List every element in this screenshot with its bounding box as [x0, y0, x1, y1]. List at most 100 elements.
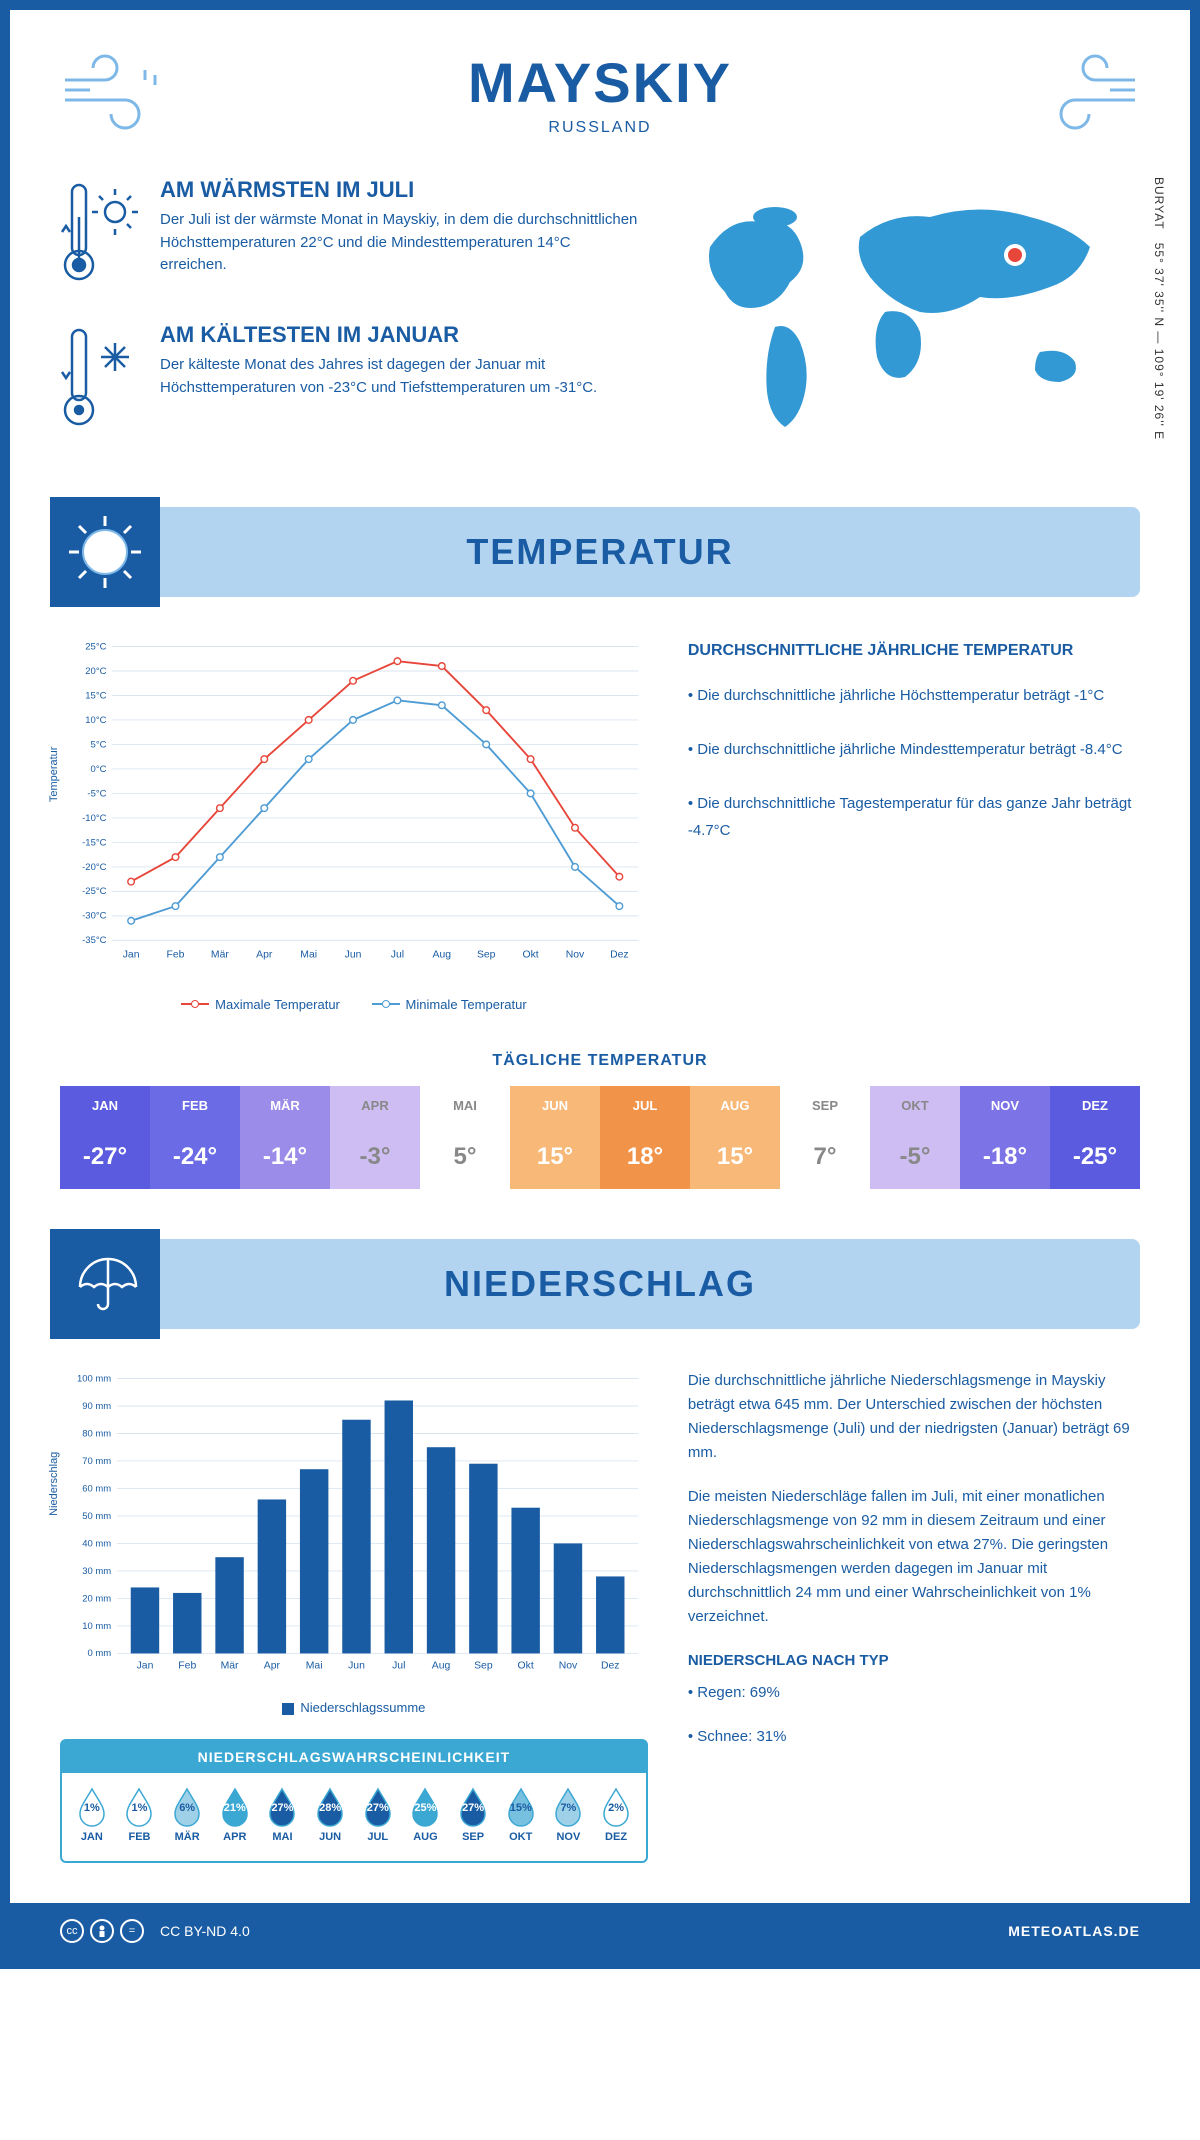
svg-text:70 mm: 70 mm	[82, 1456, 111, 1467]
svg-text:Jun: Jun	[348, 1660, 365, 1671]
svg-text:Jan: Jan	[137, 1660, 154, 1671]
daily-cell: MAI5°	[420, 1086, 510, 1189]
svg-text:Jul: Jul	[392, 1660, 405, 1671]
svg-text:0°C: 0°C	[91, 764, 107, 775]
svg-text:Nov: Nov	[566, 949, 585, 960]
coordinates: BURYAT 55° 37' 35'' N — 109° 19' 26'' E	[1152, 177, 1166, 440]
svg-text:Dez: Dez	[610, 949, 629, 960]
prob-item: 7%NOV	[545, 1787, 593, 1843]
svg-text:60 mm: 60 mm	[82, 1483, 111, 1494]
svg-text:Sep: Sep	[474, 1660, 493, 1671]
prob-item: 21%APR	[211, 1787, 259, 1843]
svg-text:-30°C: -30°C	[82, 911, 106, 922]
header: MAYSKIY RUSSLAND	[60, 50, 1140, 137]
coldest-block: AM KÄLTESTEN IM JANUAR Der kälteste Mona…	[60, 322, 640, 437]
svg-text:Feb: Feb	[167, 949, 185, 960]
footer: cc = CC BY-ND 4.0 METEOATLAS.DE	[10, 1903, 1190, 1959]
prob-item: 6%MÄR	[163, 1787, 211, 1843]
svg-text:80 mm: 80 mm	[82, 1428, 111, 1439]
prob-item: 1%JAN	[68, 1787, 116, 1843]
site-name: METEOATLAS.DE	[1008, 1923, 1140, 1939]
svg-text:Mai: Mai	[306, 1660, 323, 1671]
svg-text:10°C: 10°C	[85, 715, 106, 726]
svg-text:Dez: Dez	[601, 1660, 620, 1671]
svg-text:Apr: Apr	[264, 1660, 281, 1671]
page-subtitle: RUSSLAND	[60, 119, 1140, 137]
coldest-title: AM KÄLTESTEN IM JANUAR	[160, 322, 640, 348]
wind-icon	[60, 50, 180, 130]
svg-text:Okt: Okt	[523, 949, 539, 960]
temp-description: DURCHSCHNITTLICHE JÄHRLICHE TEMPERATUR •…	[688, 637, 1140, 1012]
svg-text:90 mm: 90 mm	[82, 1401, 111, 1412]
cc-nd-icon: =	[120, 1919, 144, 1943]
daily-cell: DEZ-25°	[1050, 1086, 1140, 1189]
prob-item: 28%JUN	[306, 1787, 354, 1843]
sun-icon	[50, 497, 160, 607]
prob-item: 1%FEB	[116, 1787, 164, 1843]
precip-title: NIEDERSCHLAG	[444, 1263, 756, 1305]
svg-text:-20°C: -20°C	[82, 862, 106, 873]
umbrella-icon	[50, 1229, 160, 1339]
daily-cell: AUG15°	[690, 1086, 780, 1189]
daily-temp-title: TÄGLICHE TEMPERATUR	[60, 1052, 1140, 1070]
daily-temp-table: JAN-27°FEB-24°MÄR-14°APR-3°MAI5°JUN15°JU…	[60, 1086, 1140, 1189]
temp-section-header: TEMPERATUR	[60, 507, 1140, 597]
svg-text:-15°C: -15°C	[82, 837, 106, 848]
precip-description: Die durchschnittliche jährliche Niedersc…	[688, 1369, 1140, 1863]
warmest-text: Der Juli ist der wärmste Monat in Mayski…	[160, 209, 640, 277]
svg-text:15°C: 15°C	[85, 690, 106, 701]
cc-by-icon	[90, 1919, 114, 1943]
svg-text:20°C: 20°C	[85, 666, 106, 677]
svg-text:Mai: Mai	[300, 949, 317, 960]
svg-text:Aug: Aug	[432, 1660, 451, 1671]
probability-box: NIEDERSCHLAGSWAHRSCHEINLICHKEIT 1%JAN1%F…	[60, 1739, 648, 1863]
precip-section-header: NIEDERSCHLAG	[60, 1239, 1140, 1329]
svg-text:Nov: Nov	[559, 1660, 578, 1671]
svg-text:100 mm: 100 mm	[77, 1373, 111, 1384]
daily-cell: MÄR-14°	[240, 1086, 330, 1189]
wind-icon	[1020, 50, 1140, 130]
svg-text:Sep: Sep	[477, 949, 496, 960]
daily-cell: JUL18°	[600, 1086, 690, 1189]
svg-text:Feb: Feb	[178, 1660, 196, 1671]
coldest-text: Der kälteste Monat des Jahres ist dagege…	[160, 354, 640, 399]
svg-text:30 mm: 30 mm	[82, 1566, 111, 1577]
prob-item: 27%SEP	[449, 1787, 497, 1843]
warmest-title: AM WÄRMSTEN IM JULI	[160, 177, 640, 203]
svg-text:-35°C: -35°C	[82, 935, 106, 946]
svg-text:0 mm: 0 mm	[88, 1648, 112, 1659]
svg-text:Mär: Mär	[211, 949, 229, 960]
svg-text:25°C: 25°C	[85, 641, 106, 652]
svg-text:Mär: Mär	[221, 1660, 239, 1671]
temperature-chart: Temperatur -35°C-30°C-25°C-20°C-15°C-10°…	[60, 637, 648, 1012]
svg-text:-25°C: -25°C	[82, 886, 106, 897]
daily-cell: NOV-18°	[960, 1086, 1050, 1189]
svg-text:Jul: Jul	[391, 949, 404, 960]
svg-text:50 mm: 50 mm	[82, 1511, 111, 1522]
svg-text:Apr: Apr	[256, 949, 273, 960]
license-text: CC BY-ND 4.0	[160, 1923, 250, 1939]
svg-text:20 mm: 20 mm	[82, 1593, 111, 1604]
prob-item: 27%MAI	[259, 1787, 307, 1843]
daily-cell: OKT-5°	[870, 1086, 960, 1189]
page-title: MAYSKIY	[60, 50, 1140, 115]
world-map: BURYAT 55° 37' 35'' N — 109° 19' 26'' E	[680, 177, 1140, 467]
daily-cell: FEB-24°	[150, 1086, 240, 1189]
cc-icon: cc	[60, 1919, 84, 1943]
svg-text:10 mm: 10 mm	[82, 1621, 111, 1632]
precipitation-chart: Niederschlag 0 mm10 mm20 mm30 mm40 mm50 …	[60, 1369, 648, 1715]
svg-text:-5°C: -5°C	[87, 788, 106, 799]
svg-text:Jun: Jun	[345, 949, 362, 960]
svg-text:5°C: 5°C	[91, 739, 107, 750]
warmest-block: AM WÄRMSTEN IM JULI Der Juli ist der wär…	[60, 177, 640, 292]
prob-item: 15%OKT	[497, 1787, 545, 1843]
daily-cell: JUN15°	[510, 1086, 600, 1189]
thermometer-sun-icon	[60, 177, 140, 292]
legend-max: Maximale Temperatur	[215, 997, 340, 1012]
precip-legend: Niederschlagssumme	[300, 1700, 425, 1715]
prob-item: 2%DEZ	[592, 1787, 640, 1843]
thermometer-snow-icon	[60, 322, 140, 437]
daily-cell: APR-3°	[330, 1086, 420, 1189]
svg-text:Okt: Okt	[518, 1660, 534, 1671]
temp-title: TEMPERATUR	[466, 531, 733, 573]
